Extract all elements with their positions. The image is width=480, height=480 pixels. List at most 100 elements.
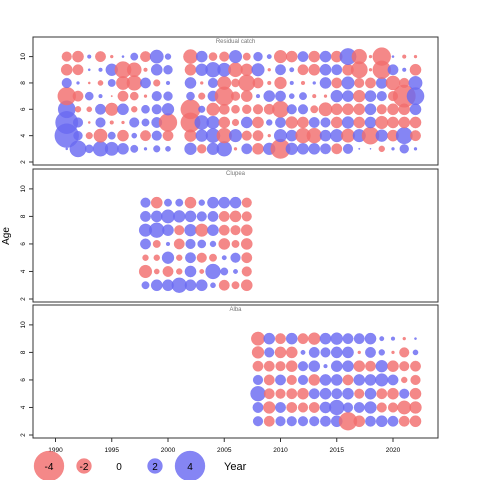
bubble: [231, 281, 240, 290]
bubble: [228, 62, 243, 78]
bubble: [372, 47, 391, 66]
bubble: [252, 77, 264, 89]
bubble: [342, 374, 354, 386]
bubble: [275, 333, 286, 345]
bubble: [320, 117, 331, 128]
bubble: [185, 238, 196, 249]
bubble: [153, 254, 160, 261]
bubble: [399, 347, 410, 358]
bubble: [105, 102, 119, 116]
bubble: [263, 90, 276, 102]
bubble: [180, 99, 201, 120]
bubble: [110, 54, 114, 59]
bubble: [107, 79, 116, 87]
x-tick-label: 2005: [217, 447, 232, 454]
bubble: [273, 129, 288, 143]
bubble: [414, 337, 417, 340]
bubble: [149, 222, 165, 238]
bubble: [198, 105, 206, 113]
bubble: [86, 106, 93, 113]
bubble: [162, 130, 174, 142]
bubble: [341, 128, 355, 143]
bubble: [275, 388, 286, 399]
bubble: [252, 143, 264, 155]
bubble: [184, 196, 197, 209]
bubble: [207, 224, 219, 236]
bubble: [286, 374, 297, 385]
bubble: [397, 400, 412, 415]
bubble: [153, 79, 161, 87]
bubble: [353, 360, 366, 372]
bubble: [198, 199, 205, 206]
bubble: [308, 360, 321, 372]
bubble: [275, 64, 286, 76]
bubble: [143, 94, 148, 98]
bubble: [409, 401, 422, 414]
bubble: [162, 224, 174, 236]
bubble: [375, 129, 388, 142]
bubble: [184, 142, 197, 155]
bubble: [230, 252, 241, 263]
bubble: [342, 90, 354, 102]
bubble: [87, 54, 92, 59]
bubble: [263, 374, 275, 386]
bubble: [376, 91, 387, 102]
bubble: [308, 50, 321, 63]
bubble: [251, 331, 265, 346]
bubble: [342, 346, 354, 359]
bubble: [218, 279, 230, 291]
bubble: [220, 267, 229, 276]
bubble: [365, 415, 376, 427]
bubble: [330, 374, 343, 386]
y-tick-label: 6: [20, 378, 27, 382]
bubble: [241, 266, 252, 277]
bubble: [141, 118, 150, 127]
bubble: [323, 94, 328, 98]
bubble: [387, 103, 399, 116]
bubble: [184, 224, 197, 237]
bubble: [241, 252, 253, 264]
bubble: [286, 388, 298, 400]
bubble: [110, 95, 113, 98]
bubble: [209, 253, 217, 262]
bubble: [288, 93, 295, 99]
bubble: [353, 103, 366, 116]
bubble: [267, 80, 272, 85]
bubble: [117, 143, 129, 155]
bubble: [319, 374, 332, 386]
bubble: [364, 116, 377, 129]
bubble: [285, 346, 298, 359]
bubble: [364, 401, 377, 414]
bubble: [241, 130, 252, 141]
bubble: [97, 80, 104, 86]
bubble: [330, 346, 343, 359]
bubble: [117, 103, 129, 116]
bubble: [364, 387, 377, 400]
bubble: [185, 252, 196, 264]
bubble: [231, 240, 240, 248]
bubble: [309, 416, 320, 427]
bubble: [240, 63, 253, 76]
bubble: [263, 415, 275, 427]
bubble: [375, 115, 389, 129]
bubble: [342, 402, 354, 413]
bubble: [250, 386, 266, 402]
legend-bubble: [33, 450, 65, 480]
bubble: [72, 90, 84, 102]
bubble: [297, 143, 309, 155]
bubble: [401, 376, 408, 384]
bubble: [140, 238, 151, 250]
bubble: [409, 387, 422, 400]
bubble: [195, 279, 208, 291]
bubble: [140, 197, 151, 208]
bubble: [253, 51, 263, 62]
bubble: [240, 238, 253, 250]
bubble: [152, 240, 161, 248]
bubble: [233, 147, 238, 151]
bubble: [341, 76, 355, 90]
bubble: [289, 80, 294, 85]
bubble: [95, 51, 106, 62]
bubble: [161, 209, 175, 224]
bubble: [252, 360, 264, 372]
bubble: [240, 224, 253, 236]
